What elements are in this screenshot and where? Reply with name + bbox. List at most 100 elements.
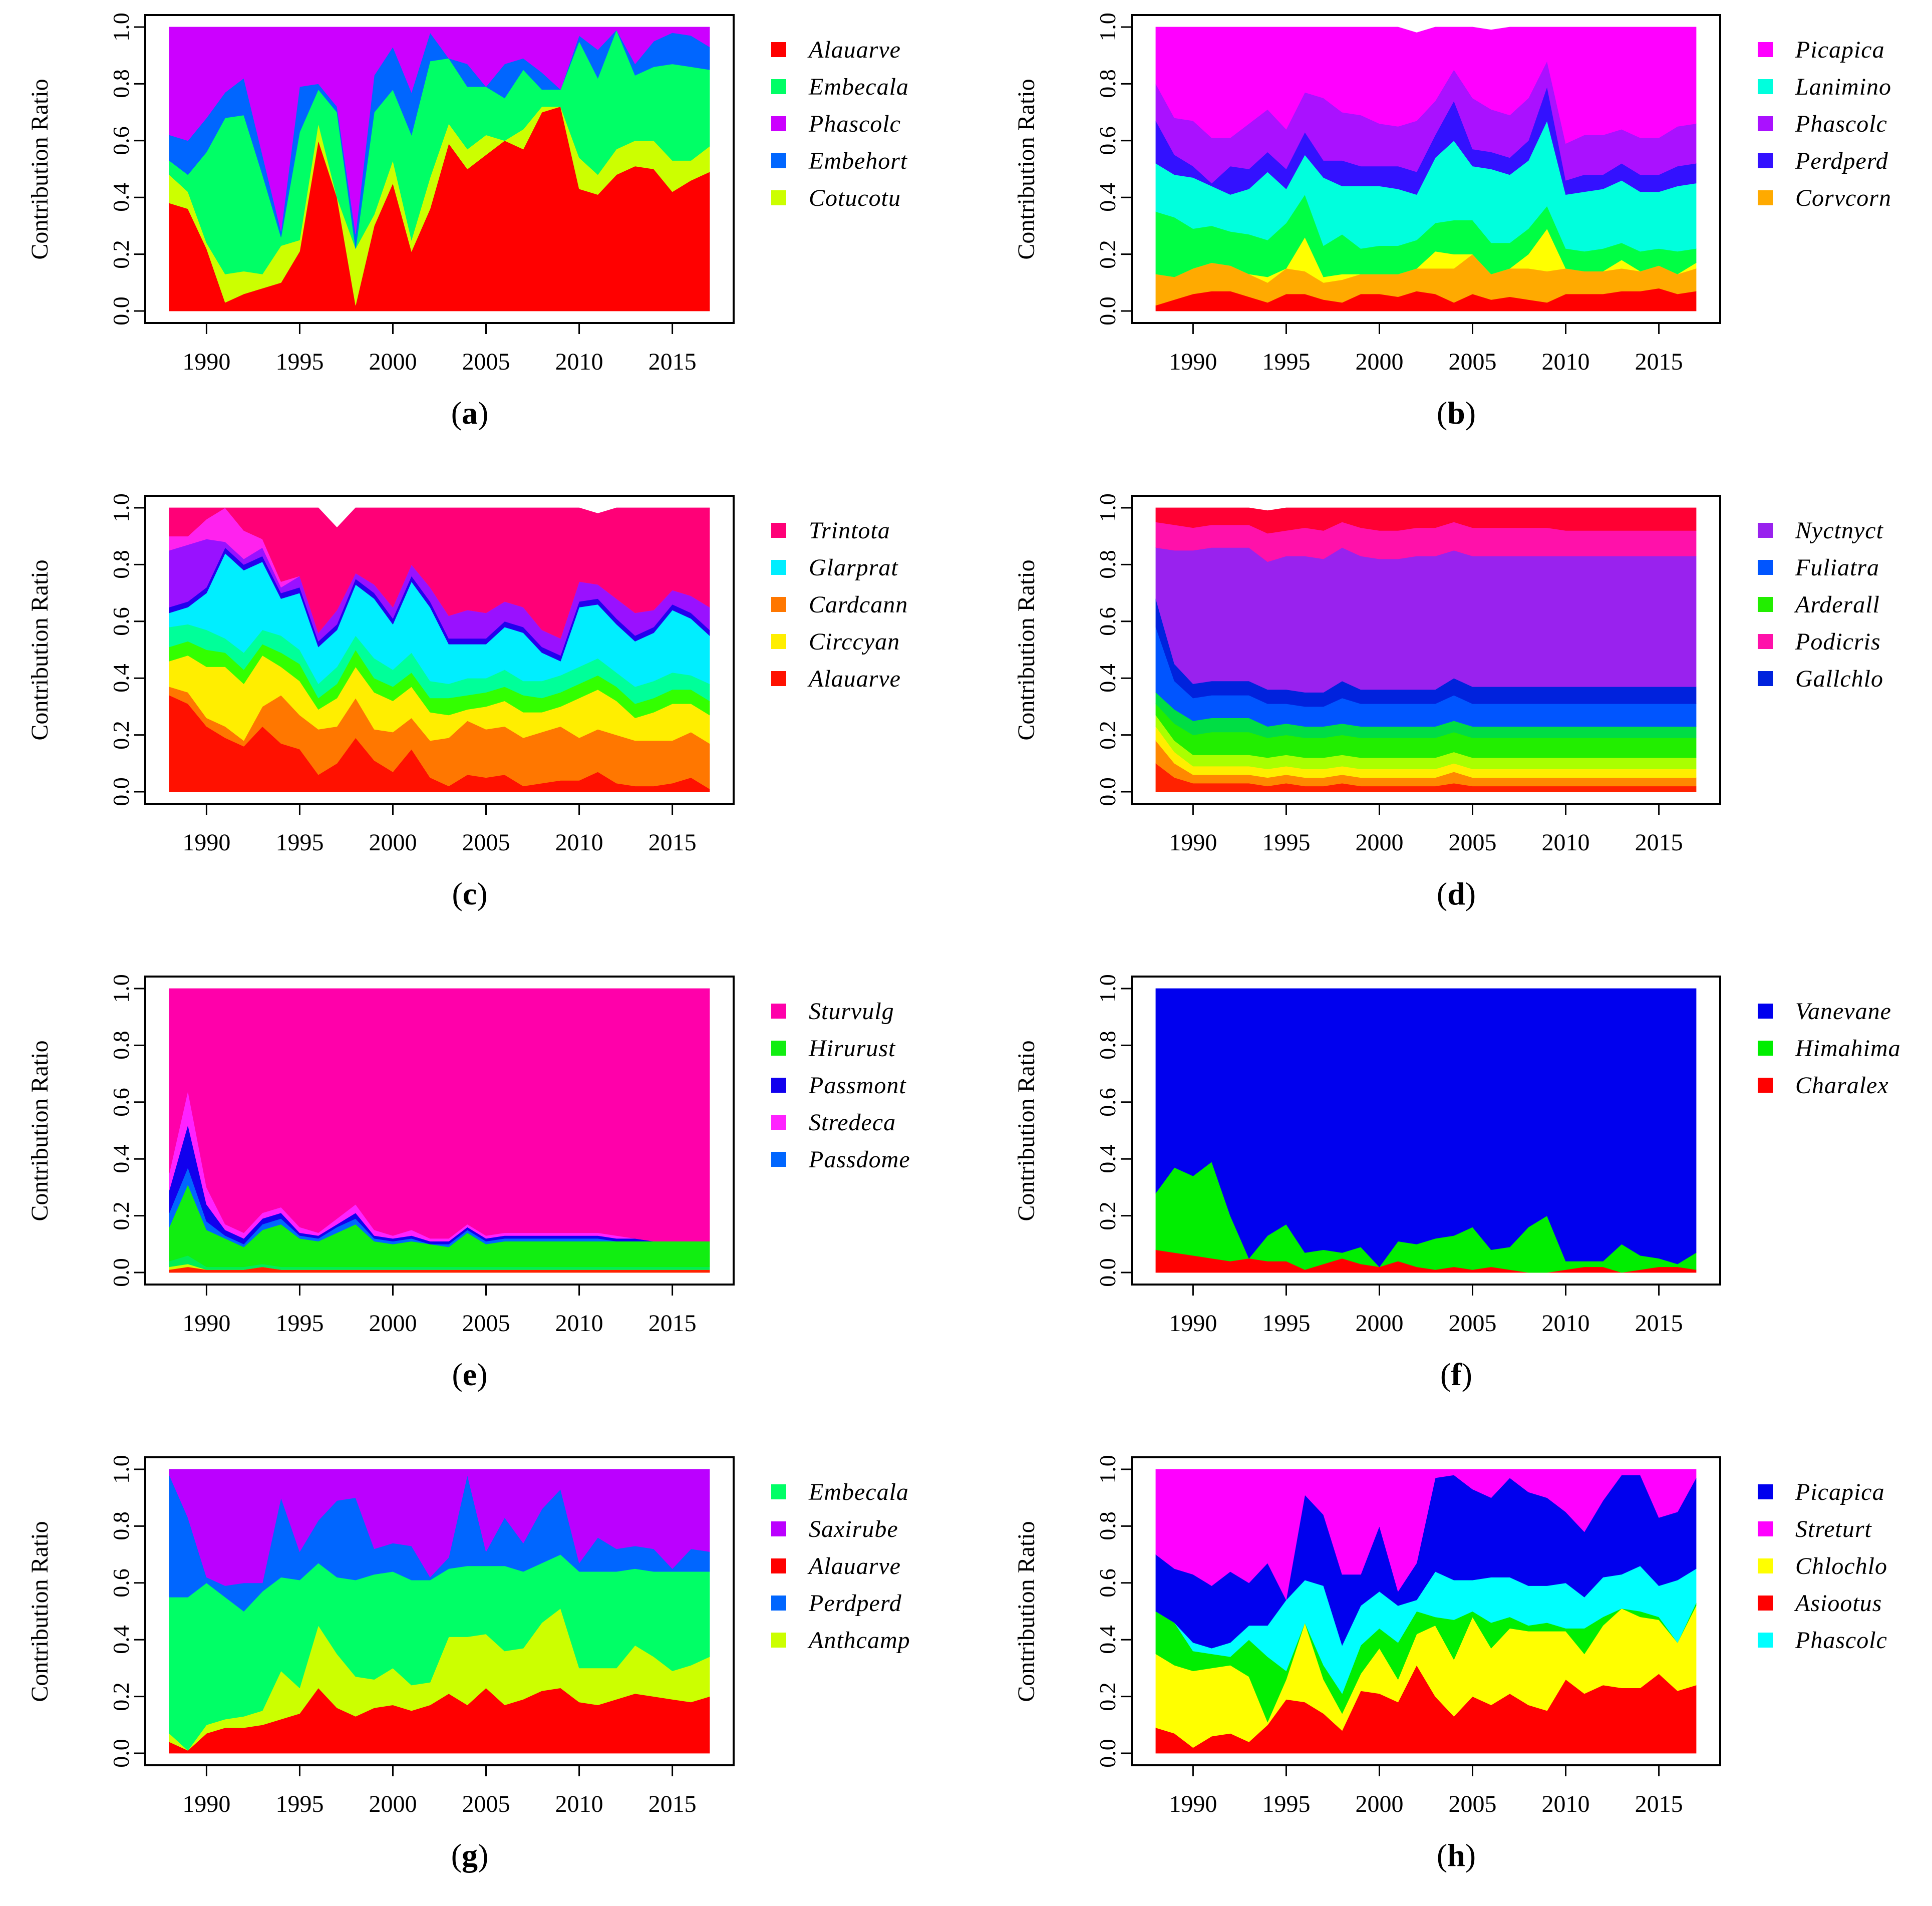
x-tick-label: 2015 xyxy=(648,349,697,375)
legend-label: Sturvulg xyxy=(809,998,894,1025)
legend-label: Charalex xyxy=(1795,1072,1889,1099)
legend-swatch xyxy=(1758,1004,1773,1019)
area-e-sturvulg xyxy=(169,988,710,1241)
x-tick-label: 2010 xyxy=(1541,1791,1590,1817)
x-tick-label: 2000 xyxy=(369,349,417,375)
x-tick-label: 2010 xyxy=(555,349,603,375)
legend-swatch xyxy=(771,560,786,575)
legend-label: Himahima xyxy=(1795,1035,1901,1062)
legend-swatch xyxy=(1758,190,1773,205)
legend-swatch xyxy=(1758,671,1773,686)
legend-label: Anthcamp xyxy=(809,1627,910,1654)
legend-label: Phascolc xyxy=(809,111,901,137)
legend-swatch xyxy=(1758,1633,1773,1648)
x-tick-label: 1990 xyxy=(182,829,231,856)
x-tick-label: 2000 xyxy=(1355,829,1404,856)
area-c-trintota xyxy=(169,507,710,639)
plot-frame-c xyxy=(144,495,735,805)
legend-label: Picapica xyxy=(1795,37,1885,63)
plot-frame-g xyxy=(144,1456,735,1766)
x-tick-label: 2010 xyxy=(1541,349,1590,375)
legend-swatch xyxy=(771,523,786,538)
x-tick-label: 1990 xyxy=(1169,1310,1217,1337)
plot-frame-e xyxy=(144,976,735,1286)
x-tick-label: 2015 xyxy=(648,829,697,856)
x-tick-label: 2015 xyxy=(1635,349,1683,375)
x-tick-label: 1995 xyxy=(275,1310,324,1337)
legend-swatch xyxy=(771,1041,786,1056)
legend-label: Gallchlo xyxy=(1795,666,1883,692)
y-tick-label: 0.8 xyxy=(1095,1511,1120,1541)
legend-swatch xyxy=(1758,116,1773,131)
plot-frame-a xyxy=(144,14,735,324)
legend-swatch xyxy=(1758,1596,1773,1611)
x-tick-label: 2000 xyxy=(369,1791,417,1817)
legend-label: Streturt xyxy=(1795,1516,1872,1542)
area-a-phascolc xyxy=(169,27,710,234)
y-tick-label: 0.4 xyxy=(1095,1625,1120,1654)
legend-label: Passdome xyxy=(809,1146,910,1173)
legend-label: Embecala xyxy=(809,1479,909,1505)
x-tick-label: 2005 xyxy=(1448,1310,1497,1337)
panel-label-g: (g) xyxy=(451,1837,489,1873)
x-tick-label: 1990 xyxy=(1169,829,1217,856)
x-tick-label: 1995 xyxy=(1262,829,1311,856)
legend-label: Vanevane xyxy=(1795,998,1891,1025)
panel-label-c: (c) xyxy=(452,876,488,911)
legend-label: Cardcann xyxy=(809,591,908,618)
panel-label-f: (f) xyxy=(1440,1357,1472,1392)
legend-label: Phascolc xyxy=(1795,1627,1887,1654)
legend-swatch xyxy=(771,671,786,686)
x-tick-label: 2015 xyxy=(648,1791,697,1817)
x-tick-label: 1995 xyxy=(1262,349,1311,375)
x-tick-label: 1990 xyxy=(1169,1791,1217,1817)
y-tick-label: 0.6 xyxy=(1095,1568,1120,1598)
x-tick-label: 2005 xyxy=(1448,1791,1497,1817)
legend-swatch xyxy=(771,1633,786,1648)
legend-label: Arderall xyxy=(1795,591,1880,618)
panel-label-e: (e) xyxy=(452,1357,488,1392)
legend-label: Trintota xyxy=(809,517,890,544)
legend-label: Passmont xyxy=(809,1072,906,1099)
legend-label: Lanimino xyxy=(1795,74,1892,100)
legend-label: Asiootus xyxy=(1795,1590,1882,1617)
legend-swatch xyxy=(1758,1521,1773,1536)
legend-label: Embecala xyxy=(809,74,909,100)
x-tick-label: 2000 xyxy=(1355,349,1404,375)
legend-swatch xyxy=(1758,153,1773,168)
legend-label: Alauarve xyxy=(809,37,901,63)
x-tick-label: 2005 xyxy=(462,349,510,375)
legend-swatch xyxy=(1758,1558,1773,1573)
x-tick-label: 1990 xyxy=(1169,349,1217,375)
legend-swatch xyxy=(1758,597,1773,612)
y-tick-label: 0.0 xyxy=(1095,1739,1120,1768)
legend-label: Stredeca xyxy=(809,1109,896,1136)
legend-label: Cotucotu xyxy=(809,185,901,211)
legend-swatch xyxy=(771,42,786,57)
x-tick-label: 1995 xyxy=(275,829,324,856)
legend-label: Perdperd xyxy=(1795,148,1888,174)
legend-swatch xyxy=(771,1596,786,1611)
area-b-picapica xyxy=(1155,27,1697,144)
x-tick-label: 2010 xyxy=(1541,1310,1590,1337)
legend-label: Phascolc xyxy=(1795,111,1887,137)
legend-label: Perdperd xyxy=(809,1590,902,1617)
legend-swatch xyxy=(771,1521,786,1536)
x-tick-label: 2015 xyxy=(1635,1310,1683,1337)
legend-label: Saxirube xyxy=(809,1516,898,1542)
panel-label-d: (d) xyxy=(1436,876,1476,911)
legend-swatch xyxy=(771,1004,786,1019)
x-tick-label: 2000 xyxy=(1355,1791,1404,1817)
legend-label: Circcyan xyxy=(809,628,900,655)
area-d-trintota xyxy=(1155,507,1697,534)
x-tick-label: 1990 xyxy=(182,349,231,375)
legend-swatch xyxy=(771,153,786,168)
legend-swatch xyxy=(1758,1041,1773,1056)
x-tick-label: 2000 xyxy=(369,829,417,856)
